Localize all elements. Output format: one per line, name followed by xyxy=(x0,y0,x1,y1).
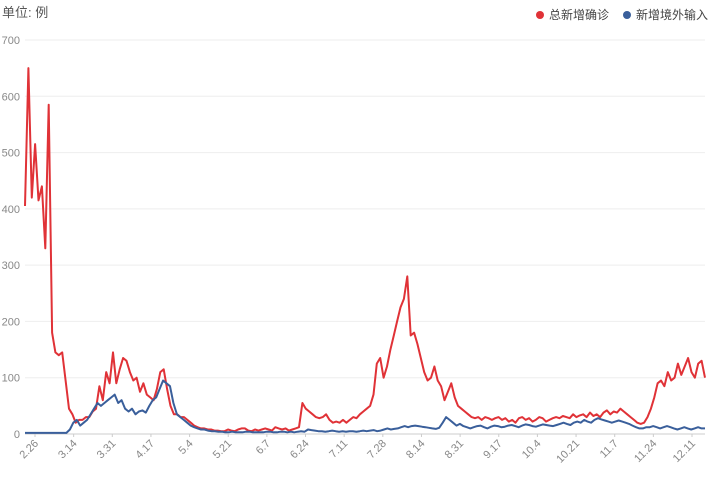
x-tick-label: 6.24 xyxy=(288,438,312,462)
x-tick-label: 12.11 xyxy=(671,438,698,465)
y-tick-label: 600 xyxy=(2,91,20,103)
x-tick-label: 10.4 xyxy=(520,438,544,462)
x-tick-label: 4.17 xyxy=(133,438,157,462)
legend-item-imported[interactable]: 新增境外输入 xyxy=(622,6,708,23)
x-tick-label: 5.4 xyxy=(176,438,195,457)
x-tick-label: 2.26 xyxy=(17,438,41,462)
legend-label-imported: 新增境外输入 xyxy=(635,8,708,22)
y-tick-label: 400 xyxy=(2,204,20,216)
x-tick-label: 10.21 xyxy=(554,438,582,466)
y-tick-label: 0 xyxy=(14,429,20,441)
x-tick-label: 3.14 xyxy=(56,438,80,462)
y-tick-label: 700 xyxy=(2,35,20,47)
legend-item-confirmed[interactable]: 总新增确诊 xyxy=(535,6,609,23)
legend: 总新增确诊 新增境外输入 xyxy=(535,6,708,23)
x-tick-label: 7.28 xyxy=(365,438,389,462)
y-tick-label: 500 xyxy=(2,148,20,160)
x-tick-label: 5.21 xyxy=(211,438,235,462)
legend-dot-imported xyxy=(622,10,631,19)
series-line-confirmed[interactable] xyxy=(24,67,706,433)
x-tick-label: 8.14 xyxy=(404,438,428,462)
series-line-imported[interactable] xyxy=(25,379,705,434)
x-tick-label: 11.24 xyxy=(632,438,659,465)
x-tick-label: 6.7 xyxy=(254,438,273,457)
x-tick-label: 8.31 xyxy=(443,438,467,462)
legend-label-confirmed: 总新增确诊 xyxy=(548,8,609,22)
y-tick-label: 100 xyxy=(2,373,20,385)
x-tick-label: 11.7 xyxy=(598,438,621,461)
legend-dot-confirmed xyxy=(535,10,544,19)
x-tick-label: 3.31 xyxy=(95,438,119,462)
unit-label: 单位: 例 xyxy=(2,5,49,20)
x-tick-label: 9.17 xyxy=(481,438,505,462)
y-tick-label: 300 xyxy=(2,260,20,272)
x-tick-label: 7.11 xyxy=(327,438,350,461)
y-tick-label: 200 xyxy=(2,316,20,328)
